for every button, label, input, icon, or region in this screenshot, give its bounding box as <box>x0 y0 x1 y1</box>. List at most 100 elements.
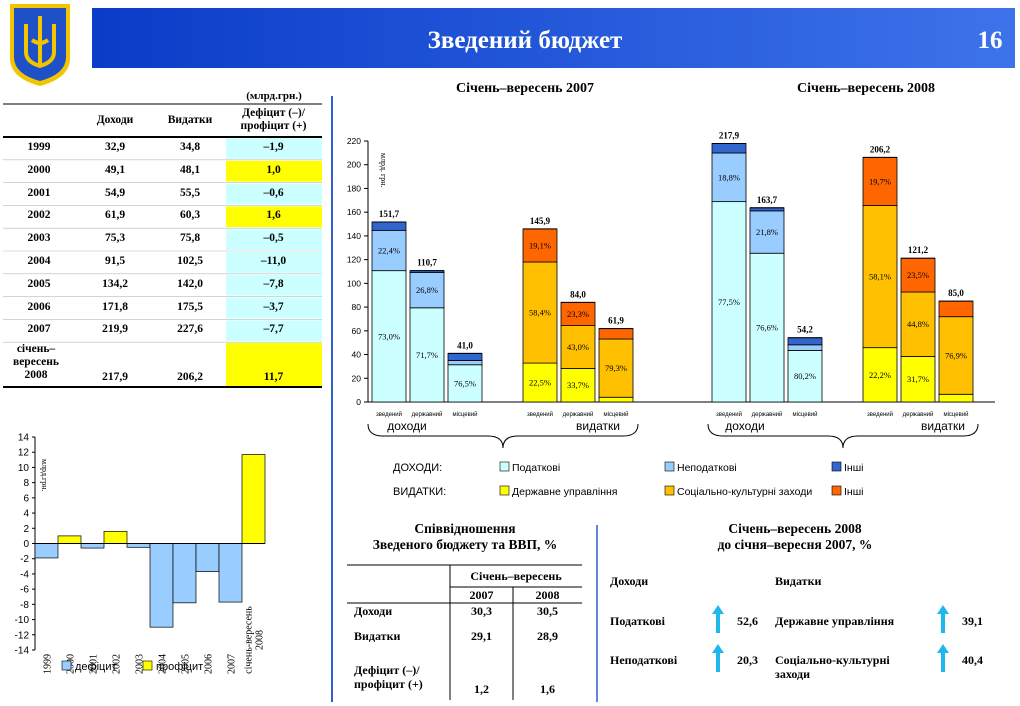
share-label: 73,0% <box>378 331 400 341</box>
share-label: 76,5% <box>454 378 476 388</box>
column-header: Дефіцит (–)/ профіцит (+) <box>240 107 307 133</box>
share-label: 76,9% <box>945 350 967 360</box>
row-label: Неподаткові <box>610 653 678 667</box>
y-tick-label: 10 <box>18 463 30 474</box>
x-tick-label: 2001 <box>89 654 100 674</box>
cell-value: 55,5 <box>179 186 201 199</box>
column-header: Доходи <box>96 114 134 126</box>
deficit-cell <box>226 343 322 386</box>
share-label: 18,8% <box>718 172 740 182</box>
legend-label: Державне управління <box>512 486 617 498</box>
y-tick-label: 160 <box>347 207 361 217</box>
bar-segment <box>409 307 445 403</box>
row-label: Соціально-культурні заходи <box>775 653 890 681</box>
x-tick-label: місцевий <box>603 411 628 418</box>
column-header: Видатки <box>775 574 822 588</box>
up-arrow <box>937 605 949 633</box>
y-tick-label: 20 <box>352 373 362 383</box>
bar-segment <box>598 338 634 398</box>
period-title: Січень–вересень 2008 <box>796 81 936 96</box>
x-tick-label: 2005 <box>181 654 192 674</box>
y-tick-label: 0 <box>356 397 361 407</box>
cell-value: –3,7 <box>263 300 284 313</box>
cell-value: 29,1 <box>471 629 492 643</box>
x-tick-label: зведений <box>376 411 402 418</box>
row-label: Доходи <box>354 604 393 618</box>
cell-value: 52,6 <box>737 614 758 628</box>
cell-value: 39,1 <box>962 614 983 628</box>
up-arrow <box>712 605 724 633</box>
x-tick-label: 1999 <box>43 654 54 674</box>
x-tick-label: зведений <box>527 411 553 418</box>
row-label: 2003 <box>27 232 51 245</box>
y-tick-label: 220 <box>347 136 361 146</box>
growth-title: Січень–вересень 2008 до січня–вересня 20… <box>717 521 873 552</box>
year-header: 2008 <box>535 588 560 602</box>
bar <box>57 535 82 544</box>
y-tick-label: 12 <box>18 448 30 459</box>
row-label: Видатки <box>354 629 401 643</box>
cell-value: –0,6 <box>263 186 284 199</box>
share-label: 76,6% <box>756 323 778 333</box>
total-label: 206,2 <box>870 144 891 154</box>
y-tick-label: 0 <box>23 539 29 550</box>
y-tick-label: -4 <box>20 569 29 580</box>
legend-swatch <box>831 461 842 472</box>
x-tick-label: січень-вересень2008 <box>244 606 266 674</box>
cell-value: 28,9 <box>537 629 558 643</box>
bar-segment <box>862 347 898 403</box>
bar-segment <box>711 152 747 203</box>
total-label: 145,9 <box>530 216 551 226</box>
cell-value: 175,5 <box>177 300 203 313</box>
cell-value: 30,3 <box>471 604 492 618</box>
y-axis-label: млрд.грн. <box>40 459 49 492</box>
cell-value: 20,3 <box>737 653 758 667</box>
bar-segment <box>522 228 558 263</box>
bar-segment <box>409 272 445 309</box>
share-label: 26,8% <box>416 285 438 295</box>
deficit-cell <box>226 274 322 296</box>
deficit-cell <box>226 252 322 273</box>
legend-swatch <box>664 485 675 496</box>
y-tick-label: -8 <box>20 600 29 611</box>
legend-label: профіцит <box>156 661 203 673</box>
bar <box>218 543 243 603</box>
bar-segment <box>598 396 634 403</box>
legend-label: дефіцит <box>75 661 117 673</box>
row-label: 2005 <box>27 277 51 290</box>
bar-segment <box>938 300 974 318</box>
y-tick-label: 120 <box>347 255 361 265</box>
x-tick-label: місцевий <box>943 411 968 418</box>
bar-segment <box>371 229 407 272</box>
row-label: 2001 <box>27 186 51 199</box>
share-label: 23,5% <box>907 270 929 280</box>
cell-value: 142,0 <box>177 277 203 290</box>
bar <box>103 530 128 544</box>
page-number: 16 <box>978 27 1003 54</box>
bar <box>241 454 266 544</box>
y-tick-label: 200 <box>347 160 361 170</box>
share-label: 79,3% <box>605 363 627 373</box>
group-brace <box>707 423 979 449</box>
y-tick-label: 8 <box>23 478 29 489</box>
share-label: 77,5% <box>718 297 740 307</box>
cell-value: 1,2 <box>474 682 489 696</box>
bar <box>126 543 151 548</box>
legend-swatch <box>142 660 153 671</box>
total-label: 41,0 <box>457 340 473 350</box>
legend-label: Інші <box>844 486 863 498</box>
bar-segment <box>787 349 823 403</box>
y-tick-label: 6 <box>23 493 29 504</box>
total-label: 151,7 <box>379 209 400 219</box>
cell-value: 219,9 <box>102 323 128 336</box>
bar-segment <box>862 156 898 206</box>
bar <box>172 543 197 604</box>
cell-value: 48,1 <box>179 163 201 176</box>
row-label: 2006 <box>27 300 51 313</box>
group-label: видатки <box>921 419 965 433</box>
x-tick-label: 2006 <box>204 654 215 674</box>
legend-swatch <box>831 485 842 496</box>
share-label: 19,7% <box>869 176 891 186</box>
